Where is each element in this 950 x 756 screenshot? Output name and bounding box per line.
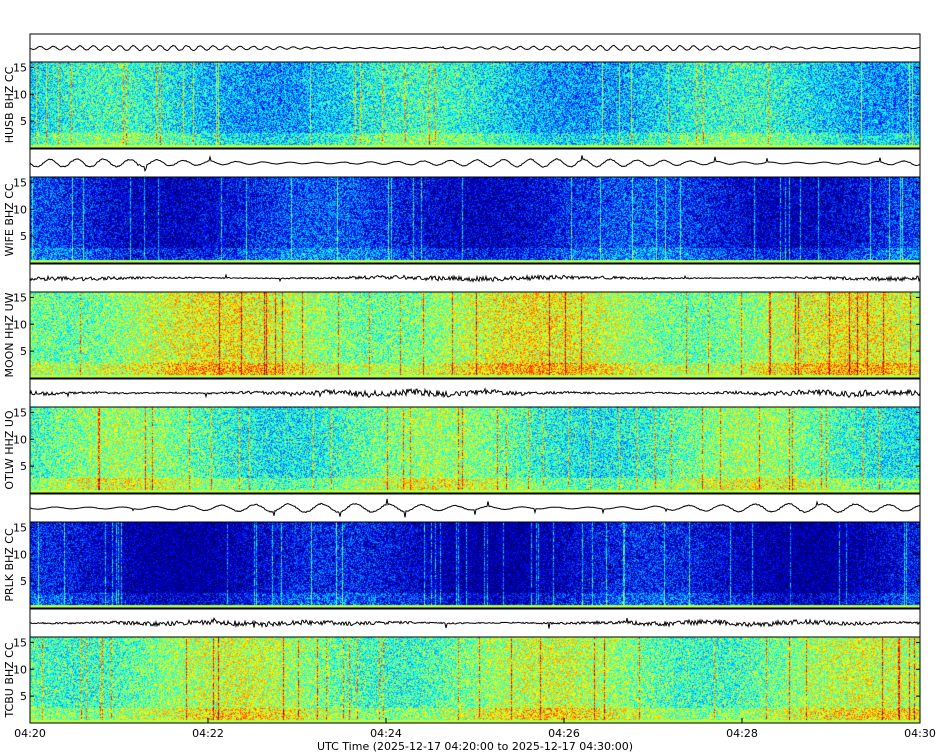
- seismic-trace: [29, 44, 921, 52]
- x-tick-label: 04:24: [370, 727, 402, 740]
- station-label: TCBU BHZ CC: [3, 642, 16, 718]
- spectrogram: [30, 407, 920, 493]
- y-tick-label: 10: [13, 663, 27, 676]
- y-tick-label: 5: [20, 690, 27, 703]
- spectrogram-frame: [29, 406, 921, 494]
- spectrogram: [30, 522, 920, 608]
- spectrogram-frame: [29, 521, 921, 609]
- trace-frame: [29, 33, 921, 63]
- x-tick-label: 04:26: [548, 727, 580, 740]
- x-tick-label: 04:30: [904, 727, 936, 740]
- seismic-trace: [29, 273, 921, 283]
- x-tick-label: 04:28: [726, 727, 758, 740]
- y-tick-label: 10: [13, 88, 27, 101]
- seismic-trace: [29, 387, 921, 399]
- y-tick-label: 15: [13, 636, 27, 649]
- spectrogram-frame: [29, 176, 921, 264]
- station-label: WIFE BHZ CC: [3, 183, 16, 256]
- y-tick-label: 15: [13, 61, 27, 74]
- x-tick-label: 04:22: [192, 727, 224, 740]
- y-tick-label: 10: [13, 203, 27, 216]
- y-tick-label: 5: [20, 575, 27, 588]
- seismic-trace: [29, 155, 921, 173]
- y-tick-label: 15: [13, 176, 27, 189]
- y-tick-label: 15: [13, 521, 27, 534]
- station-label: HUSB BHZ CC: [3, 66, 16, 143]
- y-tick-label: 10: [13, 548, 27, 561]
- y-tick-label: 10: [13, 318, 27, 331]
- spectrogram-frame: [29, 61, 921, 149]
- y-tick-label: 5: [20, 460, 27, 473]
- station-label: OTLW HHZ UO: [3, 410, 16, 489]
- y-tick-label: 5: [20, 345, 27, 358]
- y-tick-label: 10: [13, 433, 27, 446]
- time-axis-label: UTC Time (2025-12-17 04:20:00 to 2025-12…: [317, 740, 633, 753]
- y-tick-label: 15: [13, 406, 27, 419]
- y-tick-label: 5: [20, 115, 27, 128]
- seismic-trace: [29, 617, 921, 629]
- spectrogram-frame: [29, 291, 921, 379]
- x-tick-label: 04:20: [14, 727, 46, 740]
- spectrogram: [30, 292, 920, 378]
- time-axis: 04:20 04:22 04:24 04:26 04:28 04:30: [14, 718, 936, 740]
- station-label: PRLK BHZ CC: [3, 528, 16, 602]
- station-label: MOON HHZ UW: [3, 292, 16, 377]
- spectrogram: [30, 62, 920, 148]
- seismic-trace: [29, 498, 921, 518]
- y-tick-label: 5: [20, 230, 27, 243]
- spectrogram: [30, 177, 920, 263]
- spectrogram: [30, 637, 920, 723]
- spectrogram-frame: [29, 636, 921, 724]
- y-tick-label: 15: [13, 291, 27, 304]
